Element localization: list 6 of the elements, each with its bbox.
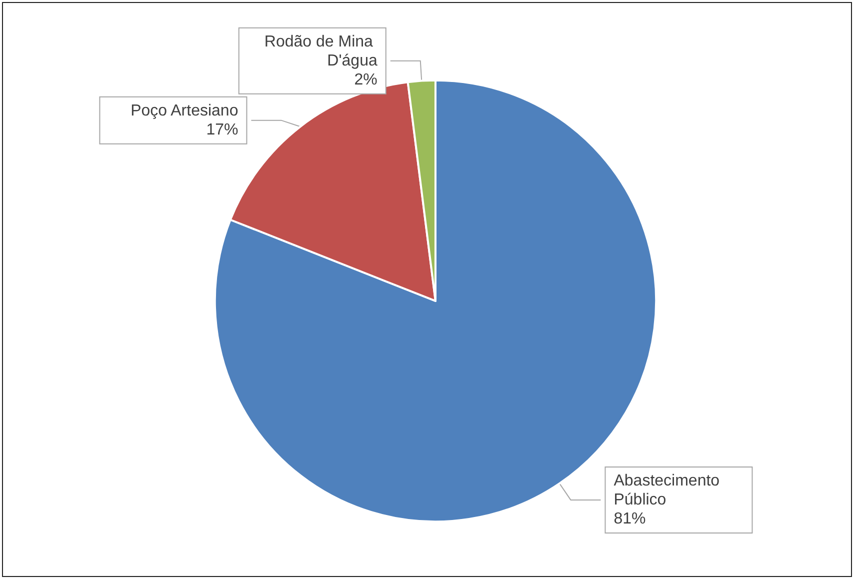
data-label: 81% (614, 510, 646, 528)
data-label: 17% (206, 121, 238, 138)
data-label: 2% (354, 71, 378, 88)
slice-label: Abastecimento Público (614, 472, 724, 508)
slice-label: Rodão de Mina D'água (264, 33, 378, 70)
slice-label: Poço Artesiano (130, 102, 238, 120)
